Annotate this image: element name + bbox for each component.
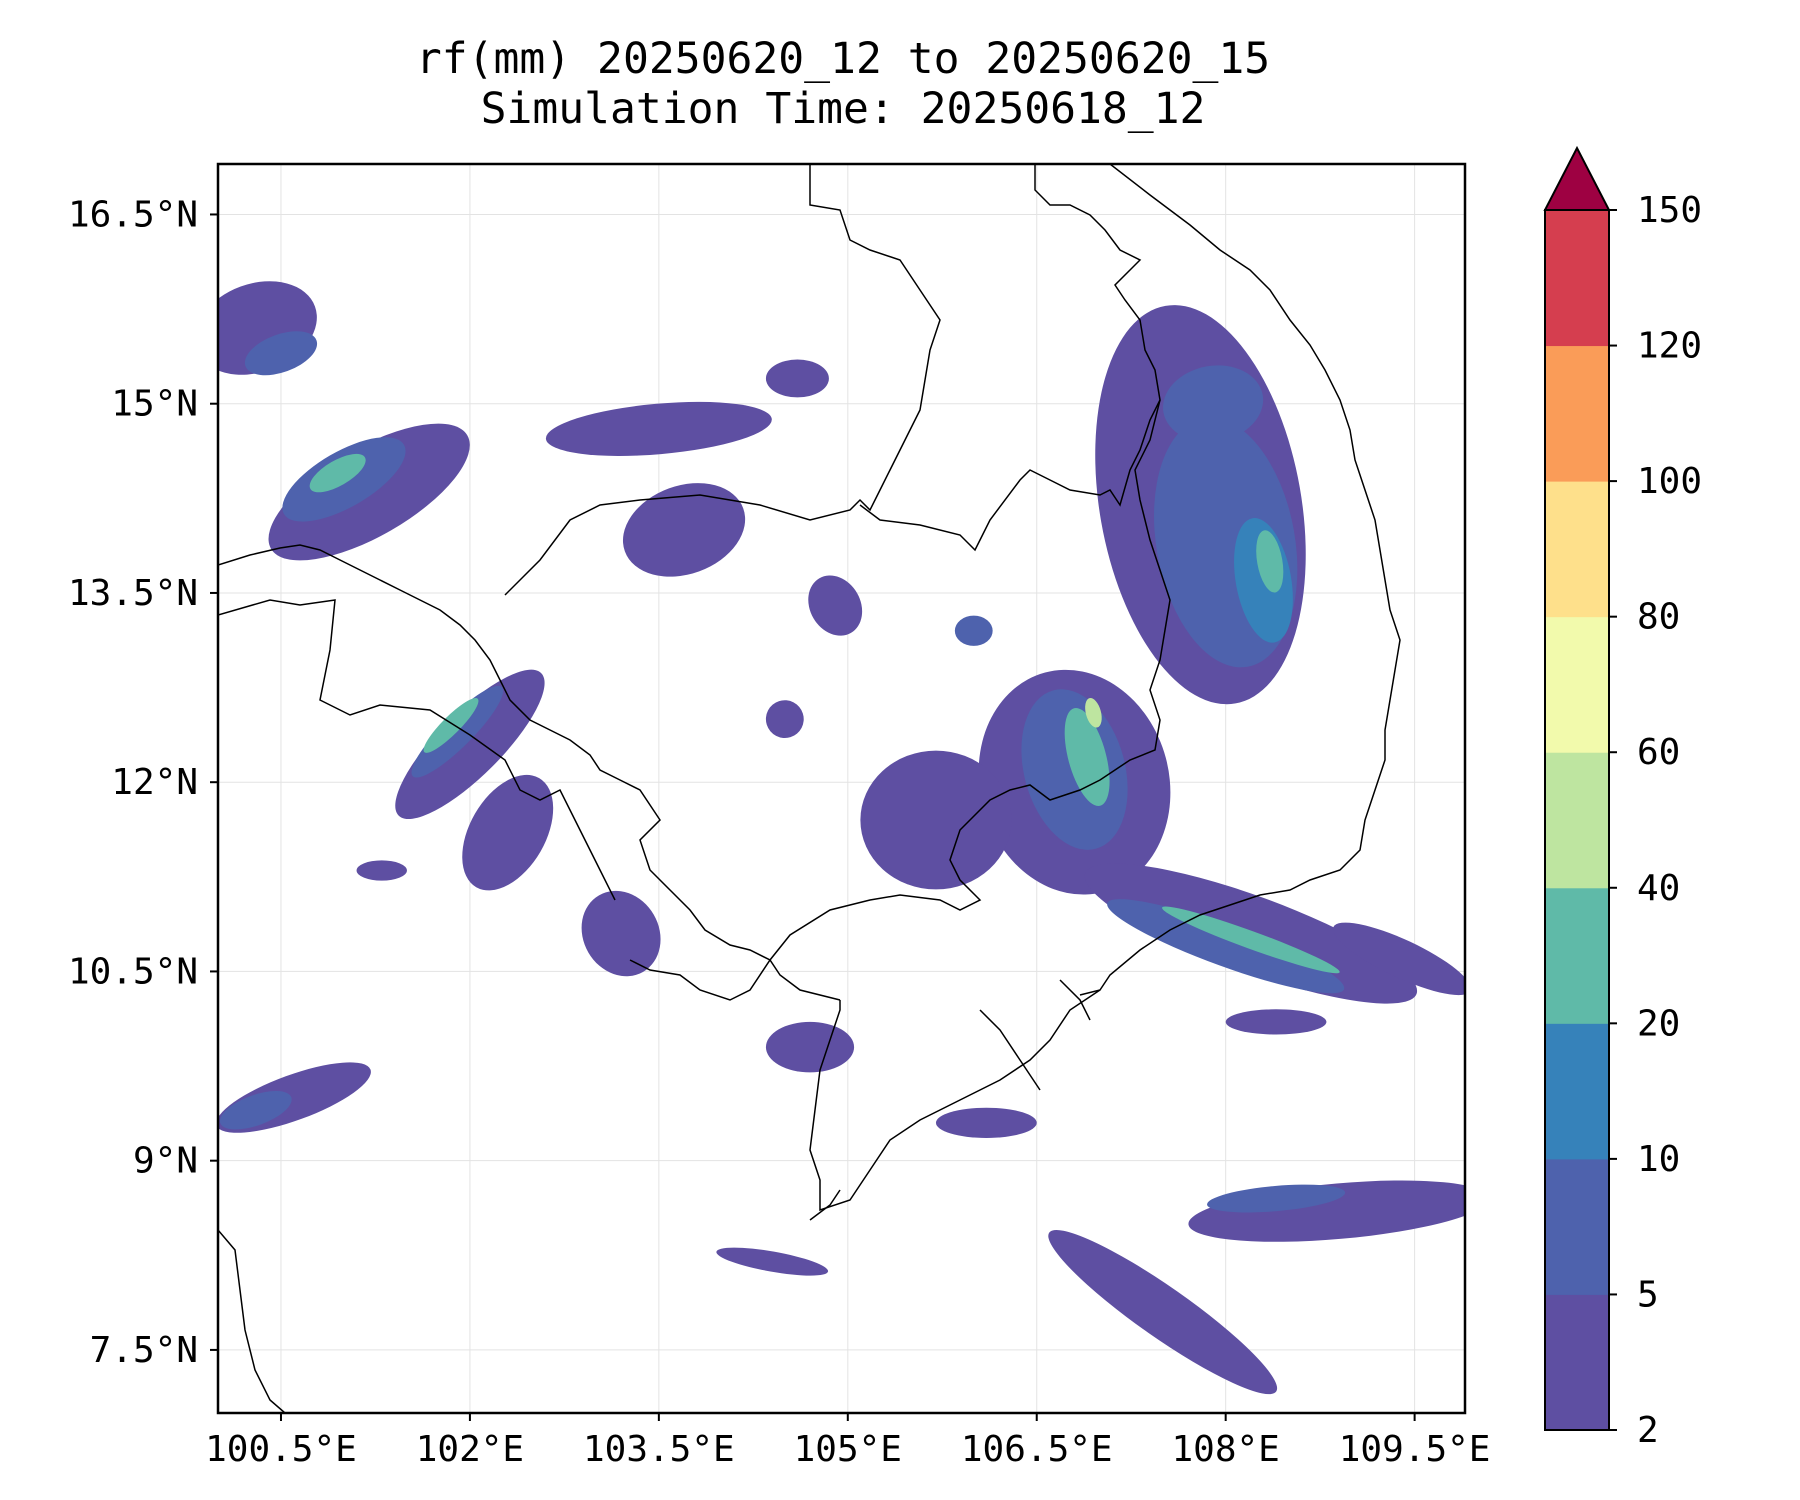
rainfall-patch bbox=[954, 615, 993, 646]
rainfall-patch bbox=[808, 575, 863, 636]
y-tick-label: 10.5°N bbox=[68, 951, 198, 992]
y-tick-label: 12°N bbox=[111, 762, 198, 803]
coastline bbox=[218, 1229, 286, 1413]
coastline bbox=[1079, 164, 1401, 996]
rainfall-patch bbox=[1163, 365, 1264, 442]
colorbar-frame bbox=[1544, 209, 1610, 1431]
rainfall-patch bbox=[1048, 1229, 1278, 1395]
rainfall-patch bbox=[1107, 899, 1345, 994]
rainfall-patch bbox=[244, 331, 318, 376]
colorbar-tick-label: 20 bbox=[1637, 1003, 1680, 1044]
coastline bbox=[1059, 979, 1091, 1021]
rainfall-patch bbox=[1225, 1009, 1327, 1035]
colorbar-tick-label: 150 bbox=[1637, 190, 1702, 231]
colorbar-tick-label: 60 bbox=[1637, 732, 1680, 773]
y-tick-label: 9°N bbox=[133, 1141, 198, 1182]
y-tick-label: 15°N bbox=[111, 384, 198, 425]
x-tick-label: 109.5°E bbox=[1339, 1429, 1491, 1470]
borders-line bbox=[859, 164, 1161, 552]
colorbar-segment bbox=[1545, 616, 1609, 753]
rainfall-patch bbox=[935, 1107, 1037, 1138]
x-tick-label: 103.5°E bbox=[583, 1429, 735, 1470]
colorbar-tick-label: 100 bbox=[1637, 461, 1702, 502]
coastlines-borders bbox=[218, 164, 1401, 1413]
x-tick-label: 108°E bbox=[1171, 1429, 1279, 1470]
colorbar-segment bbox=[1545, 752, 1609, 889]
rainfall-field bbox=[218, 281, 1465, 1395]
rainfall-patch bbox=[411, 685, 504, 778]
x-tick-label: 106.5°E bbox=[961, 1429, 1113, 1470]
rainfall-patch bbox=[860, 750, 1012, 890]
coastline bbox=[218, 544, 841, 1001]
colorbar-tick-label: 5 bbox=[1637, 1274, 1659, 1315]
plot-frame bbox=[216, 162, 1467, 1415]
rainfall-patch bbox=[1207, 1184, 1346, 1213]
rainfall-patch bbox=[716, 1247, 829, 1276]
colorbar-segment bbox=[1545, 887, 1609, 1024]
colorbar-tick-label: 80 bbox=[1637, 597, 1680, 638]
borders-line bbox=[218, 599, 616, 901]
rainfall-patch bbox=[765, 700, 804, 739]
coastline bbox=[979, 1009, 1041, 1091]
coastline bbox=[809, 1189, 841, 1221]
colorbar-segment bbox=[1545, 1023, 1609, 1160]
rainfall-patch bbox=[395, 669, 545, 820]
rainfall-patch bbox=[765, 359, 829, 398]
rainfall-patch bbox=[1333, 922, 1465, 996]
x-axis: 100.5°E 102°E 103.5°E 105°E 106.5°E 108°E 109.… bbox=[205, 1413, 1490, 1470]
rainfall-patch bbox=[622, 483, 746, 577]
rainfall-patch bbox=[423, 697, 479, 753]
rainfall-patch bbox=[1256, 530, 1284, 593]
colorbar: 2 5 10 20 40 60 80 100 120 150 bbox=[1543, 145, 1702, 1451]
borders-line bbox=[629, 399, 1171, 1001]
rainfall-patch bbox=[309, 453, 366, 493]
rainfall-patch bbox=[581, 890, 661, 977]
x-tick-label: 100.5°E bbox=[205, 1429, 357, 1470]
rainfall-patch bbox=[462, 774, 554, 891]
colorbar-tick-label: 10 bbox=[1637, 1139, 1680, 1180]
map-subtitle: Simulation Time: 20250618_12 bbox=[480, 84, 1206, 134]
rainfall-patch bbox=[545, 401, 772, 456]
colorbar-tick-label: 120 bbox=[1637, 326, 1702, 367]
colorbar-segment bbox=[1545, 1294, 1609, 1431]
rainfall-patch bbox=[356, 860, 407, 881]
x-tick-label: 102°E bbox=[416, 1429, 524, 1470]
y-tick-label: 7.5°N bbox=[90, 1330, 198, 1371]
y-tick-label: 13.5°N bbox=[68, 573, 198, 614]
rainfall-patch bbox=[1085, 698, 1102, 728]
colorbar-segment bbox=[1545, 210, 1609, 347]
colorbar-tick-label: 2 bbox=[1637, 1410, 1659, 1451]
y-axis: 16.5°N 15°N 13.5°N 12°N 10.5°N 9°N 7.5°N bbox=[68, 194, 218, 1371]
rainfall-patch bbox=[219, 1090, 292, 1130]
colorbar-segment bbox=[1545, 1158, 1609, 1295]
y-tick-label: 16.5°N bbox=[68, 194, 198, 235]
x-tick-label: 105°E bbox=[794, 1429, 902, 1470]
rainfall-patch bbox=[1162, 906, 1340, 974]
colorbar-extend-arrow bbox=[1543, 145, 1611, 211]
map-title: rf(mm) 20250620_12 to 20250620_15 bbox=[415, 34, 1271, 84]
rainfall-patch bbox=[765, 1021, 855, 1073]
borders-line bbox=[504, 164, 941, 596]
coastline bbox=[809, 989, 1101, 1212]
colorbar-segment bbox=[1545, 481, 1609, 618]
colorbar-segment bbox=[1545, 345, 1609, 482]
colorbar-tick-label: 40 bbox=[1637, 868, 1680, 909]
